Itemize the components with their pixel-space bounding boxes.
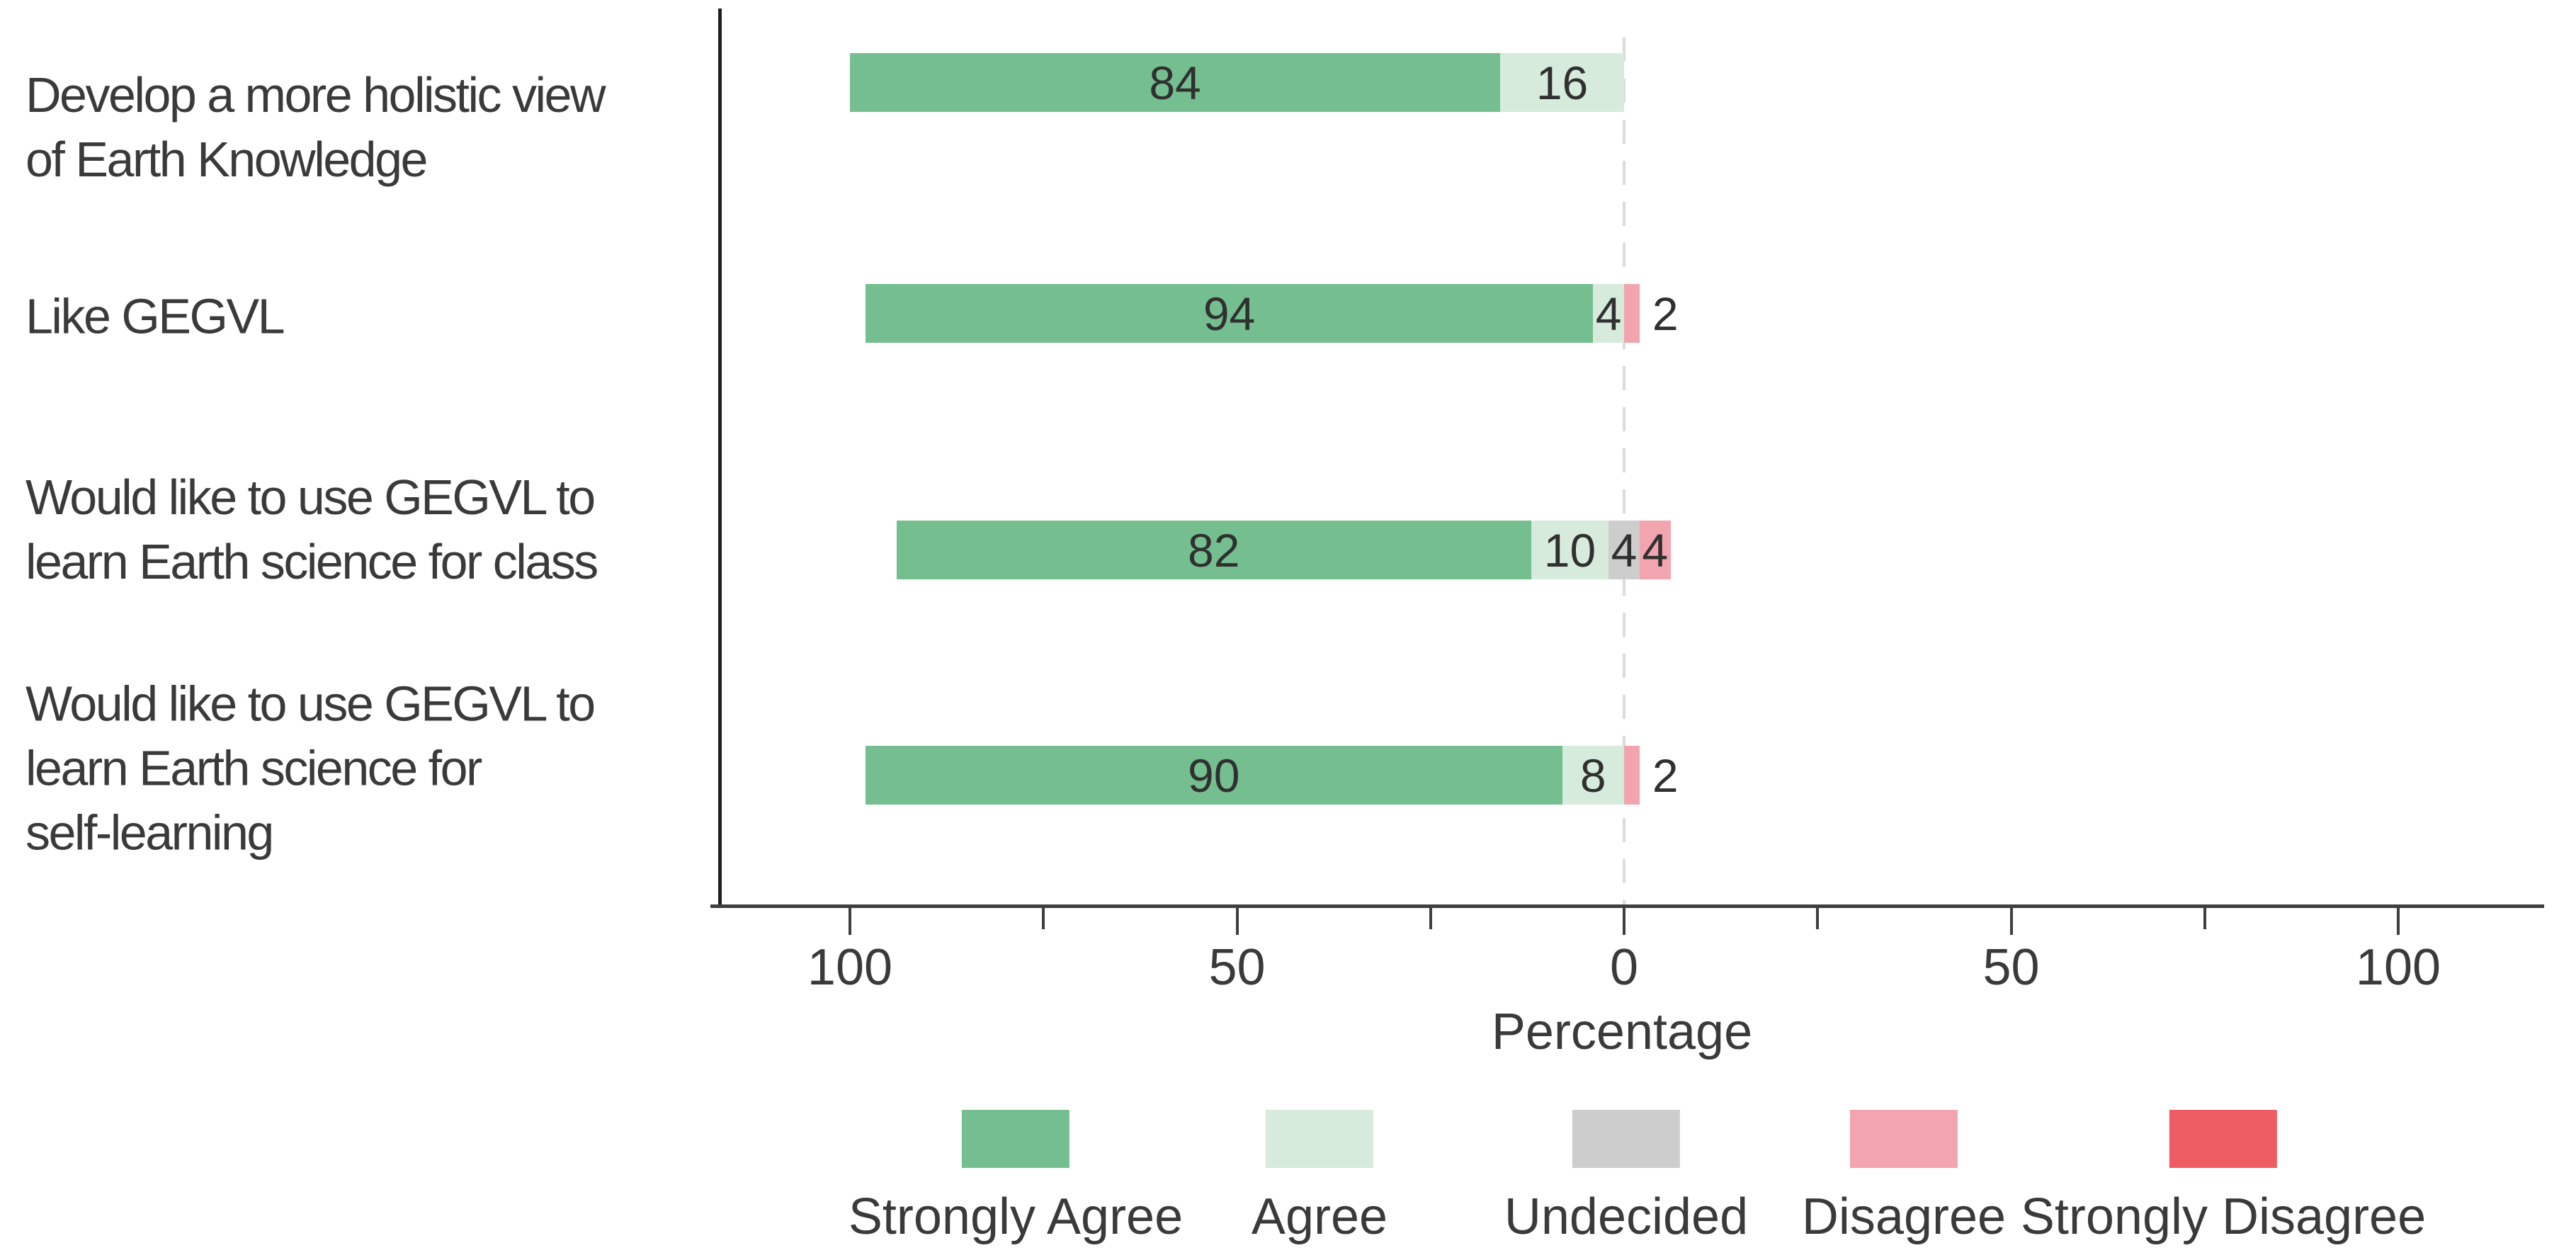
bar-segment-disagree [1623, 284, 1640, 343]
legend-swatch-disagree [1849, 1110, 1958, 1168]
y-axis-spine [718, 8, 722, 908]
legend-label: Agree [1251, 1188, 1388, 1245]
bar-value-label: 2 [1652, 287, 1679, 340]
x-axis-minor-tick [2203, 908, 2206, 929]
bar-segment-agree: 16 [1500, 53, 1624, 112]
legend-item: Undecided [1504, 1110, 1748, 1246]
bar-segment-strongly-agree: 82 [896, 521, 1531, 579]
x-axis-line [710, 904, 2544, 908]
legend-swatch-agree [1265, 1110, 1373, 1168]
legend-label: Strongly Disagree [2020, 1188, 2427, 1245]
category-label: Would like to use GEGVL to learn Earth s… [25, 676, 596, 861]
x-axis-major-tick [2397, 908, 2400, 935]
x-axis-tick-label: 50 [1982, 939, 2040, 996]
x-axis-major-tick [2009, 908, 2013, 935]
bar-segment-agree: 4 [1593, 284, 1624, 343]
x-axis-tick-label: 0 [1609, 939, 1639, 996]
bar-value-label: 84 [1149, 56, 1201, 109]
bar-segment-disagree [1623, 746, 1640, 805]
category-label: Develop a more holistic view of Earth Kn… [25, 67, 606, 187]
legend-item: Agree [1252, 1110, 1388, 1246]
bar-segment-strongly-agree: 84 [850, 53, 1501, 112]
bar-value-label: 82 [1187, 523, 1240, 577]
bar-value-label: 4 [1611, 523, 1638, 577]
legend-item: Strongly Agree [849, 1110, 1183, 1246]
legend-swatch-strongly-agree [961, 1110, 1069, 1168]
category-label: Like GEGVL [25, 288, 285, 344]
bar-segment-disagree: 4 [1639, 521, 1671, 579]
x-axis-tick-label: 50 [1208, 939, 1266, 996]
x-axis-major-tick [1623, 908, 1625, 935]
bar-value-label: 4 [1642, 523, 1669, 577]
bar-row: 94 4 2 [865, 284, 1679, 343]
x-axis-minor-tick [1816, 908, 1820, 929]
bar-segment-strongly-agree: 94 [865, 284, 1594, 343]
legend-item: Disagree [1802, 1110, 2006, 1246]
legend-label: Disagree [1801, 1188, 2007, 1245]
bar-value-label: 94 [1203, 287, 1256, 340]
bar-value-label: 8 [1579, 749, 1606, 802]
bar-segment-agree: 8 [1562, 746, 1624, 805]
bar-segment-undecided: 4 [1608, 521, 1640, 579]
x-axis-tick-label: 100 [2355, 939, 2441, 996]
bar-value-label: 2 [1652, 749, 1679, 802]
legend-item: Strongly Disagree [2021, 1110, 2426, 1246]
legend-swatch-strongly-disagree [2169, 1110, 2277, 1168]
category-label: Would like to use GEGVL to learn Earth s… [25, 470, 598, 589]
x-axis-major-tick [1235, 908, 1239, 935]
bar-segment-strongly-agree: 90 [865, 746, 1562, 805]
bar-row: 84 16 [850, 53, 1624, 112]
bar-row: 90 8 2 [865, 746, 1679, 805]
bar-value-label: 10 [1543, 523, 1596, 577]
zero-dashed-line [1623, 38, 1625, 904]
legend-label: Undecided [1504, 1188, 1749, 1245]
legend-swatch-undecided [1572, 1110, 1680, 1168]
bar-value-label: 16 [1536, 56, 1589, 109]
x-axis-title: Percentage [1491, 1004, 1753, 1060]
x-axis-major-tick [849, 908, 851, 935]
bar-row: 82 10 4 4 [896, 521, 1671, 579]
bar-segment-agree: 10 [1531, 521, 1609, 579]
x-axis-minor-tick [1042, 908, 1045, 929]
bar-value-label: 4 [1595, 287, 1622, 340]
legend-label: Strongly Agree [848, 1188, 1184, 1245]
x-axis-tick-label: 100 [807, 939, 893, 996]
bar-value-label: 90 [1187, 749, 1240, 802]
x-axis-minor-tick [1429, 908, 1432, 929]
